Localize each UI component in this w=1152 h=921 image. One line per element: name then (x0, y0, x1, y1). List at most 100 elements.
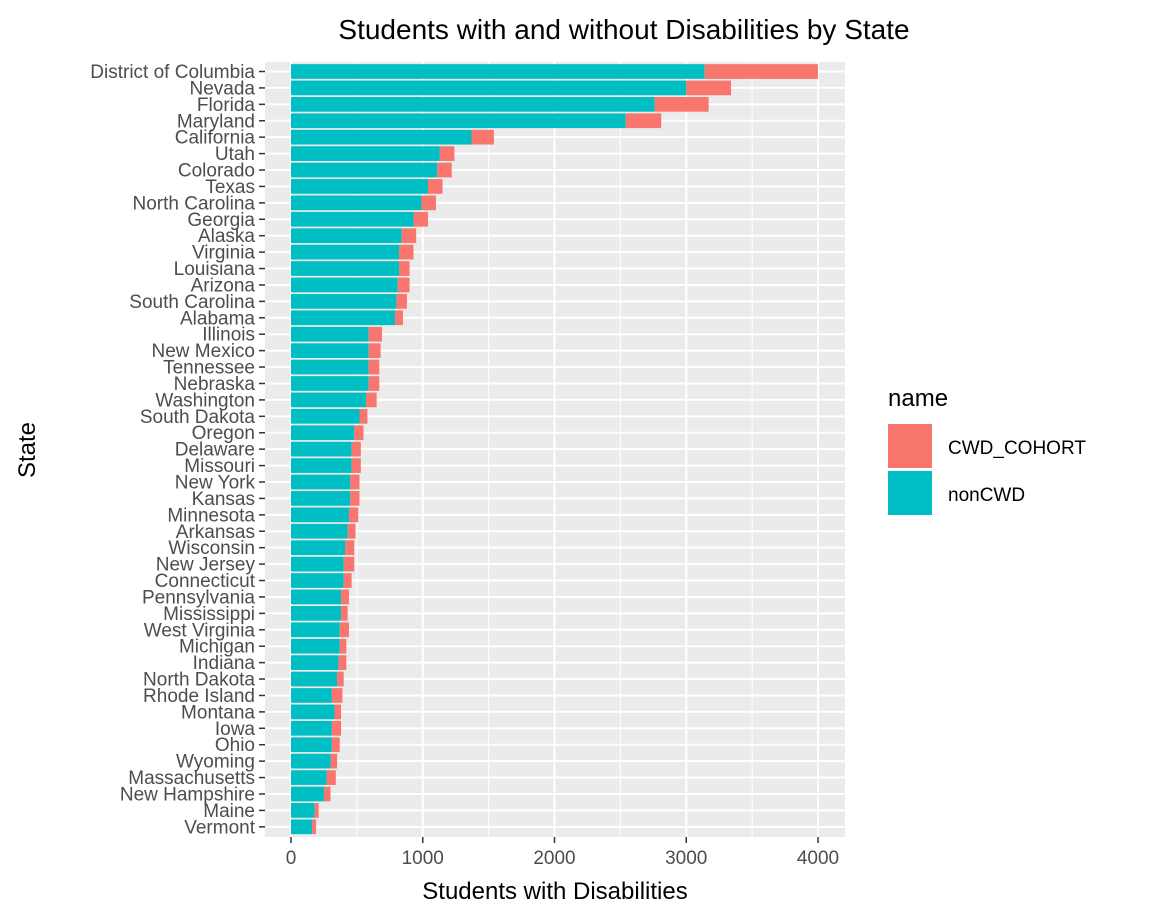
bar-noncwd (291, 64, 705, 79)
y-tick-label: Arizona (191, 275, 256, 296)
bar-cwd-cohort (654, 96, 709, 112)
bar-noncwd (291, 162, 438, 178)
x-tick-label: 2000 (533, 848, 575, 869)
bar-noncwd (291, 179, 429, 194)
bar-noncwd (291, 228, 402, 244)
y-tick-label: Alabama (180, 308, 255, 329)
bar-noncwd (291, 589, 342, 605)
bar-cwd-cohort (343, 556, 355, 572)
bar-noncwd (291, 606, 342, 621)
bar-cwd-cohort (331, 720, 342, 736)
bar-cwd-cohort (439, 146, 455, 161)
legend-title: name (888, 385, 948, 412)
y-tick-label: Florida (197, 95, 256, 116)
bar-noncwd (291, 294, 397, 309)
bar-noncwd (291, 80, 687, 96)
bar-noncwd (291, 737, 332, 753)
y-tick-label: Vermont (184, 817, 255, 838)
bar-cwd-cohort (354, 425, 364, 441)
bar-noncwd (291, 573, 344, 588)
y-tick-label: North Dakota (143, 670, 255, 691)
y-tick-label: Oregon (192, 423, 255, 444)
y-tick-label: New Mexico (152, 341, 255, 362)
y-tick-label: South Dakota (140, 407, 256, 428)
y-tick-label: Ohio (215, 735, 255, 756)
bar-noncwd (291, 540, 346, 556)
bar-cwd-cohort (428, 179, 443, 194)
bar-noncwd (291, 113, 626, 129)
y-tick-label: Pennsylvania (142, 587, 255, 608)
y-tick-label: Iowa (215, 719, 256, 740)
bar-noncwd (291, 688, 332, 703)
bar-noncwd (291, 96, 655, 112)
chart-title: Students with and without Disabilities b… (338, 14, 909, 45)
bar-cwd-cohort (347, 523, 356, 539)
bar-cwd-cohort (338, 655, 347, 670)
bar-noncwd (291, 376, 369, 391)
y-tick-label: District of Columbia (90, 62, 255, 83)
bar-noncwd (291, 211, 414, 227)
bar-noncwd (291, 392, 367, 408)
x-tick-label: 4000 (797, 848, 839, 869)
bar-cwd-cohort (471, 129, 494, 145)
bar-cwd-cohort (625, 113, 662, 129)
bar-noncwd (291, 803, 315, 818)
bar-cwd-cohort (368, 376, 380, 391)
y-tick-label: Nebraska (174, 374, 256, 395)
y-tick-label: Michigan (179, 637, 255, 658)
y-tick-label: California (175, 128, 256, 149)
x-tick-label: 1000 (402, 848, 444, 869)
bar-cwd-cohort (359, 408, 368, 424)
y-tick-label: New Jersey (156, 555, 256, 576)
bar-cwd-cohort (348, 507, 359, 523)
bar-cwd-cohort (368, 343, 381, 358)
y-tick-label: Utah (215, 144, 255, 165)
bar-noncwd (291, 507, 349, 523)
legend-label-noncwd: nonCWD (948, 485, 1025, 506)
y-tick-label: Arkansas (176, 522, 255, 543)
y-tick-label: Kansas (192, 489, 255, 510)
bar-noncwd (291, 458, 352, 473)
bar-cwd-cohort (350, 491, 360, 506)
bar-cwd-cohort (314, 803, 319, 818)
y-tick-label: Montana (181, 702, 255, 723)
y-tick-label: New Hampshire (120, 784, 255, 805)
bar-cwd-cohort (339, 622, 349, 638)
bar-noncwd (291, 326, 369, 342)
y-tick-label: Massachusetts (128, 768, 255, 789)
bar-noncwd (291, 408, 360, 424)
bar-noncwd (291, 704, 335, 720)
y-tick-label: Tennessee (163, 358, 255, 379)
y-tick-label: Wyoming (176, 752, 255, 773)
bar-noncwd (291, 671, 338, 687)
bar-cwd-cohort (345, 540, 355, 556)
bar-cwd-cohort (368, 326, 382, 342)
bar-noncwd (291, 441, 352, 457)
y-tick-label: Washington (155, 390, 255, 411)
bar-noncwd (291, 491, 351, 506)
bar-noncwd (291, 343, 369, 358)
y-tick-label: Louisiana (174, 259, 256, 280)
bar-noncwd (291, 638, 340, 654)
bar-cwd-cohort (399, 261, 410, 276)
bar-noncwd (291, 770, 327, 785)
y-tick-label: New York (175, 473, 256, 494)
y-tick-label: Virginia (192, 243, 255, 264)
y-tick-label: Rhode Island (143, 686, 255, 707)
bar-cwd-cohort (437, 162, 452, 178)
bar-noncwd (291, 556, 344, 572)
bar-noncwd (291, 622, 340, 638)
bar-noncwd (291, 277, 398, 293)
y-axis-title: State (14, 422, 41, 478)
bar-cwd-cohort (397, 277, 410, 293)
bar-cwd-cohort (323, 786, 331, 802)
bar-cwd-cohort (330, 753, 338, 769)
y-tick-label: Connecticut (155, 571, 256, 592)
bar-noncwd (291, 474, 351, 490)
y-tick-label: Delaware (175, 440, 255, 461)
bar-noncwd (291, 244, 400, 260)
y-tick-label: South Carolina (129, 292, 255, 313)
bar-cwd-cohort (413, 211, 429, 227)
y-tick-label: Indiana (193, 653, 256, 674)
